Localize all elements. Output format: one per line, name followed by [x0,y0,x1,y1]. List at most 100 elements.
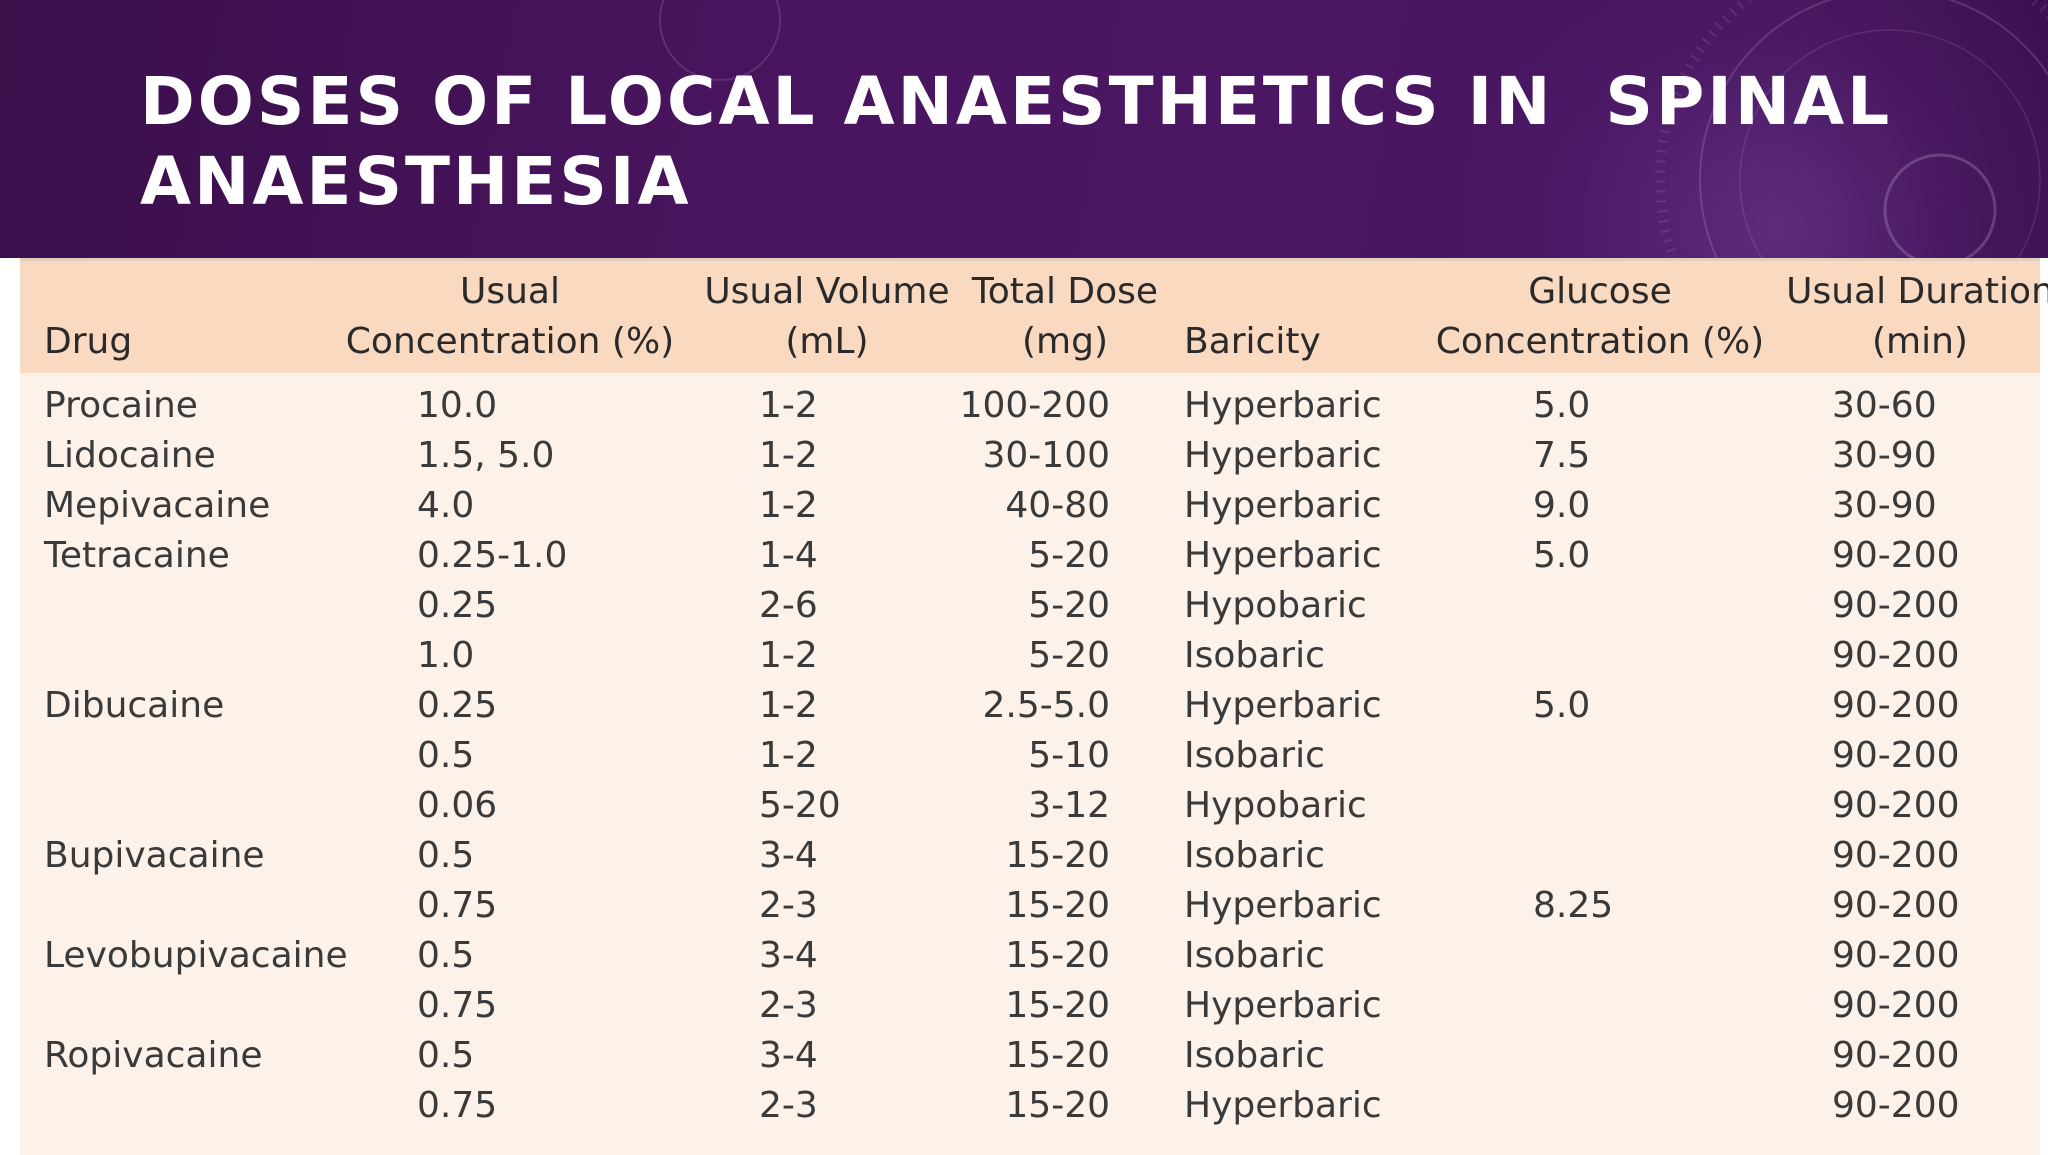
header-baricity: Baricity [1184,321,1321,362]
decorative-circles-icon [659,0,2048,258]
cell-dose: 15-20 [1005,835,1110,876]
cell-dose: 2.5-5.0 [982,685,1111,726]
cell-dose: 15-20 [1005,885,1110,926]
cell-dose: 5-20 [1028,585,1110,626]
cell-baricity: Hyperbaric [1184,1085,1382,1126]
cell-dose: 30-100 [982,435,1110,476]
cell-duration: 90-200 [1832,985,1960,1026]
cell-duration: 90-200 [1832,935,1960,976]
cell-baricity: Isobaric [1184,635,1325,676]
cell-volume: 1-2 [759,685,818,726]
table-row: Levobupivacaine 0.5 3-4 15-20 Isobaric 90-200 [20,931,2040,981]
cell-volume: 1-2 [759,435,818,476]
cell-duration: 90-200 [1832,535,1960,576]
table-row: Lidocaine 1.5, 5.0 1-2 30-100 Hyperbaric 7.5 3… [20,431,2040,481]
cell-duration: 90-200 [1832,785,1960,826]
cell-concentration: 0.5 [417,1035,475,1076]
cell-drug: Levobupivacaine [44,935,348,976]
cell-baricity: Hypobaric [1184,585,1367,626]
cell-baricity: Isobaric [1184,735,1325,776]
cell-drug: Lidocaine [44,435,216,476]
table-row: 0.75 2-3 15-20 Hyperbaric 8.25 90-200 [20,881,2040,931]
cell-glucose: 7.5 [1533,435,1591,476]
cell-baricity: Hyperbaric [1184,885,1382,926]
table-body: Procaine 10.0 1-2 100-200 Hyperbaric 5.0 30-60… [20,381,2040,1131]
cell-dose: 5-20 [1028,535,1110,576]
cell-volume: 1-2 [759,735,818,776]
cell-volume: 5-20 [759,785,841,826]
cell-drug: Bupivacaine [44,835,265,876]
slide-header: DOSES OF LOCAL ANAESTHETICS IN SPINAL AN… [0,0,2048,258]
cell-concentration: 0.25 [417,585,498,626]
cell-dose: 40-80 [1005,485,1110,526]
cell-duration: 90-200 [1832,835,1960,876]
cell-volume: 2-3 [759,985,818,1026]
table-row: Ropivacaine 0.5 3-4 15-20 Isobaric 90-200 [20,1031,2040,1081]
cell-glucose: 5.0 [1533,535,1591,576]
cell-dose: 15-20 [1005,1085,1110,1126]
dose-table: Drug Usual Concentration (%) Usual Volum… [20,258,2048,1155]
cell-baricity: Isobaric [1184,935,1325,976]
cell-concentration: 4.0 [417,485,475,526]
cell-concentration: 1.0 [417,635,475,676]
cell-volume: 1-2 [759,635,818,676]
header-glow [1428,0,2048,258]
cell-duration: 90-200 [1832,1035,1960,1076]
cell-concentration: 0.5 [417,835,475,876]
table-row: 0.75 2-3 15-20 Hyperbaric 90-200 [20,981,2040,1031]
cell-dose: 15-20 [1005,935,1110,976]
table-row: Procaine 10.0 1-2 100-200 Hyperbaric 5.0 30-60 [20,381,2040,431]
cell-volume: 1-4 [759,535,818,576]
cell-baricity: Hyperbaric [1184,435,1382,476]
cell-drug: Dibucaine [44,685,225,726]
cell-concentration: 0.5 [417,935,475,976]
cell-glucose: 5.0 [1533,685,1591,726]
cell-baricity: Hyperbaric [1184,485,1382,526]
cell-baricity: Hyperbaric [1184,685,1382,726]
cell-concentration: 0.75 [417,985,498,1026]
table-row: Dibucaine 0.25 1-2 2.5-5.0 Hyperbaric 5.0 90-2… [20,681,2040,731]
cell-glucose: 8.25 [1533,885,1614,926]
cell-volume: 2-6 [759,585,818,626]
cell-glucose: 9.0 [1533,485,1591,526]
cell-dose: 3-12 [1028,785,1110,826]
table-row: Tetracaine 0.25-1.0 1-4 5-20 Hyperbaric 5.0 90… [20,531,2040,581]
table-row: 0.5 1-2 5-10 Isobaric 90-200 [20,731,2040,781]
cell-duration: 30-60 [1832,385,1937,426]
cell-concentration: 0.5 [417,735,475,776]
cell-volume: 2-3 [759,885,818,926]
cell-duration: 90-200 [1832,635,1960,676]
table-row: 0.06 5-20 3-12 Hypobaric 90-200 [20,781,2040,831]
cell-baricity: Hyperbaric [1184,985,1382,1026]
header-dose: Total Dose (mg) [971,271,1159,362]
header-duration: Usual Duration (min) [1786,271,2048,362]
cell-duration: 30-90 [1832,485,1937,526]
cell-glucose: 5.0 [1533,385,1591,426]
header-concentration: Usual Concentration (%) [345,271,675,362]
cell-volume: 1-2 [759,385,818,426]
cell-dose: 15-20 [1005,1035,1110,1076]
cell-drug: Tetracaine [44,535,230,576]
cell-drug: Ropivacaine [44,1035,263,1076]
cell-baricity: Isobaric [1184,835,1325,876]
table-header-row: Drug Usual Concentration (%) Usual Volum… [20,261,2048,373]
cell-duration: 90-200 [1832,585,1960,626]
cell-volume: 3-4 [759,1035,818,1076]
cell-duration: 90-200 [1832,735,1960,776]
cell-dose: 15-20 [1005,985,1110,1026]
cell-volume: 2-3 [759,1085,818,1126]
cell-concentration: 0.25 [417,685,498,726]
cell-concentration: 0.06 [417,785,498,826]
cell-baricity: Isobaric [1184,1035,1325,1076]
table-row: 0.25 2-6 5-20 Hypobaric 90-200 [20,581,2040,631]
cell-drug: Procaine [44,385,198,426]
cell-duration: 90-200 [1832,885,1960,926]
cell-volume: 3-4 [759,835,818,876]
cell-concentration: 1.5, 5.0 [417,435,555,476]
cell-baricity: Hyperbaric [1184,385,1382,426]
cell-drug: Mepivacaine [44,485,271,526]
header-glucose: Glucose Concentration (%) [1435,271,1765,362]
cell-dose: 100-200 [959,385,1110,426]
cell-duration: 90-200 [1832,685,1960,726]
cell-baricity: Hypobaric [1184,785,1367,826]
